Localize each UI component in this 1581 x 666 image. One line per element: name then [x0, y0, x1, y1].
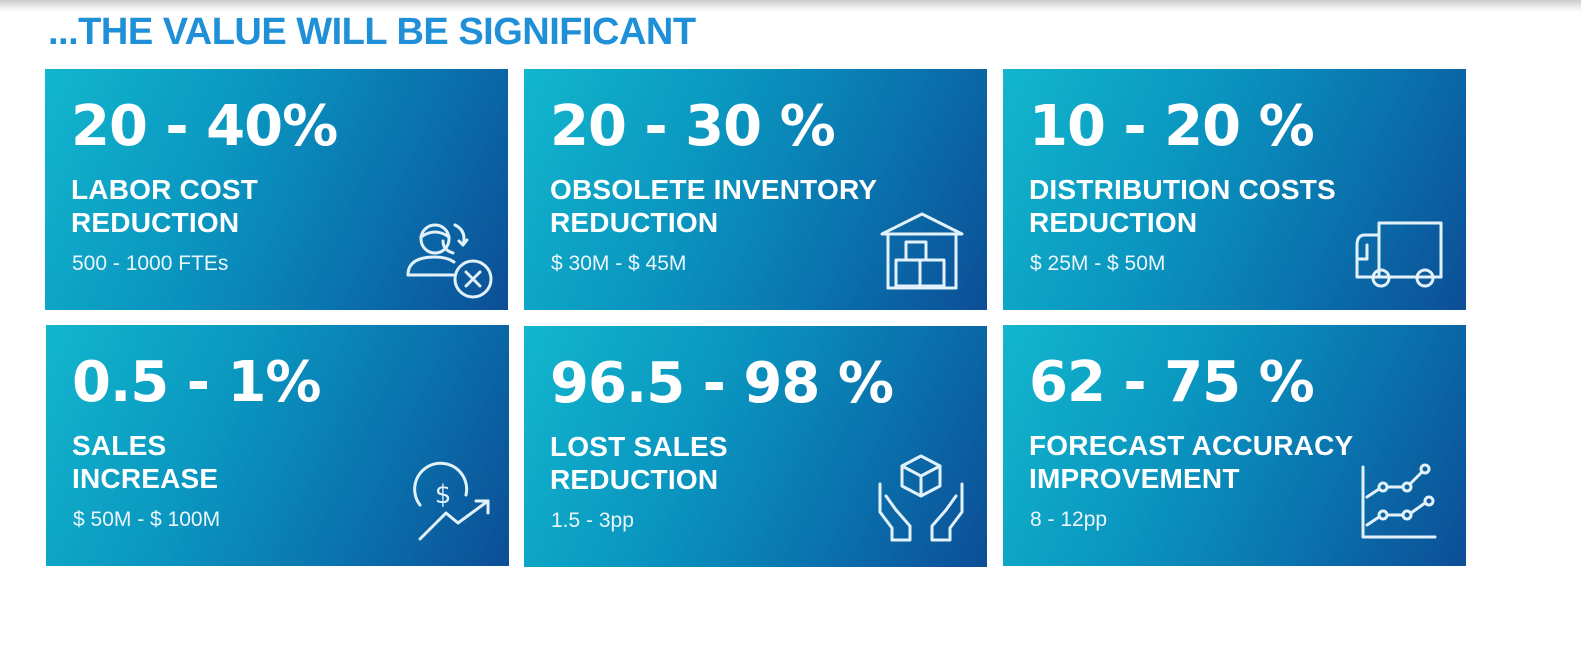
metric-detail: 500 - 1000 FTEs [72, 252, 229, 275]
metric-value: 0.5 - 1% [72, 350, 322, 415]
metric-detail: 8 - 12pp [1030, 508, 1108, 531]
metric-value: 96.5 - 98 % [550, 351, 894, 416]
metric-card-distribution-costs: 10 - 20 % DISTRIBUTION COSTS REDUCTION $… [1003, 69, 1466, 310]
metric-label: LOST SALES REDUCTION [550, 430, 728, 496]
metric-detail: $ 30M - $ 45M [551, 252, 687, 275]
metric-value: 10 - 20 % [1029, 94, 1315, 159]
metric-label-line1: SALES [72, 430, 167, 461]
dollar-growth-icon: $ [413, 461, 492, 541]
metric-label: LABOR COST REDUCTION [71, 173, 258, 239]
metric-label-line1: FORECAST ACCURACY [1029, 430, 1354, 461]
metric-value: 20 - 30 % [550, 94, 836, 159]
metric-label-line2: REDUCTION [550, 207, 719, 238]
metric-label: OBSOLETE INVENTORY REDUCTION [550, 173, 877, 239]
metric-detail: 1.5 - 3pp [551, 509, 634, 532]
metric-label-line1: OBSOLETE INVENTORY [550, 174, 878, 205]
metric-detail: $ 25M - $ 50M [1030, 252, 1166, 275]
metric-label-line1: LABOR COST [71, 174, 259, 205]
metric-card-obsolete-inventory: 20 - 30 % OBSOLETE INVENTORY REDUCTION $… [524, 69, 987, 310]
metric-label: SALES INCREASE [72, 429, 218, 495]
metric-label-line2: INCREASE [72, 463, 219, 494]
metric-label-line1: LOST SALES [550, 431, 728, 462]
warehouse-icon [880, 212, 964, 290]
truck-icon [1353, 221, 1443, 289]
svg-text:$: $ [435, 480, 452, 510]
page-headline: ...THE VALUE WILL BE SIGNIFICANT [48, 11, 696, 53]
metric-label-line2: REDUCTION [550, 464, 719, 495]
metric-card-forecast-accuracy: 62 - 75 % FORECAST ACCURACY IMPROVEMENT … [1003, 325, 1466, 566]
metric-label-line1: DISTRIBUTION COSTS [1029, 174, 1336, 205]
metric-label-line2: REDUCTION [71, 207, 240, 238]
metric-card-labor-cost: 20 - 40% LABOR COST REDUCTION 500 - 1000… [45, 69, 508, 310]
metric-card-lost-sales: 96.5 - 98 % LOST SALES REDUCTION 1.5 - 3… [524, 326, 987, 567]
metric-value: 62 - 75 % [1029, 350, 1315, 415]
line-chart-icon [1359, 463, 1439, 543]
metric-label: FORECAST ACCURACY IMPROVEMENT [1029, 429, 1353, 495]
metric-label-line2: IMPROVEMENT [1029, 463, 1240, 494]
metric-label-line2: REDUCTION [1029, 207, 1198, 238]
top-shadow [0, 0, 1581, 12]
metric-label: DISTRIBUTION COSTS REDUCTION [1029, 173, 1336, 239]
metric-value: 20 - 40% [71, 94, 338, 159]
metric-card-sales-increase: 0.5 - 1% SALES INCREASE $ 50M - $ 100M $ [46, 325, 509, 566]
hands-box-icon [876, 454, 966, 544]
person-remove-icon [405, 217, 497, 299]
metric-detail: $ 50M - $ 100M [73, 508, 221, 531]
